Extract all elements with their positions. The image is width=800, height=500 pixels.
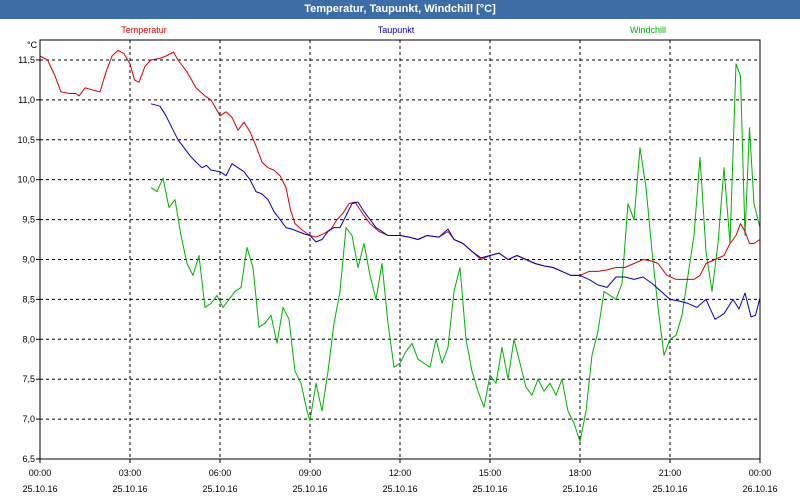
x-tick-date-label: 25.10.16 [652, 484, 687, 494]
x-tick-date-label: 25.10.16 [292, 484, 327, 494]
series-line-taupunkt [150, 103, 761, 320]
legend-entry-taupunkt: Taupunkt [378, 25, 415, 35]
x-tick-date-label: 26.10.16 [742, 484, 777, 494]
y-tick-label: 6,5 [22, 454, 35, 464]
y-tick-label: 11,5 [18, 55, 35, 65]
x-axis: 00:00 25.10.16 03:00 25.10.16 06:00 25.10.16 0… [22, 459, 778, 494]
x-tick-time-label: 15:00 [479, 468, 502, 478]
series-lines [39, 49, 761, 442]
y-tick-label: 9,0 [22, 254, 35, 264]
x-tick-time-label: 21:00 [659, 468, 682, 478]
x-tick-time-label: 03:00 [119, 468, 142, 478]
x-tick-time-label: 00:00 [29, 468, 52, 478]
y-tick-label: 7,5 [22, 374, 35, 384]
x-tick-date-label: 25.10.16 [22, 484, 57, 494]
x-tick-date-label: 25.10.16 [562, 484, 597, 494]
y-tick-label: 9,5 [22, 215, 35, 225]
y-tick-label: 7,0 [22, 414, 35, 424]
y-tick-label: 10,0 [17, 175, 35, 185]
y-axis-unit-label: °C [27, 40, 38, 50]
series-line-windchill [150, 63, 761, 442]
y-tick-label: 8,5 [22, 294, 35, 304]
y-tick-label: 8,0 [22, 334, 35, 344]
x-tick-date-label: 25.10.16 [202, 484, 237, 494]
x-tick-time-label: 06:00 [209, 468, 232, 478]
legend-entry-temperatur: Temperatur [121, 25, 167, 35]
x-tick-time-label: 00:00 [749, 468, 772, 478]
legend: Temperatur Taupunkt Windchill [121, 25, 666, 35]
y-tick-label: 10,5 [17, 135, 35, 145]
y-tick-label: 11,0 [18, 95, 35, 105]
x-tick-time-label: 09:00 [299, 468, 322, 478]
window-title: Temperatur, Taupunkt, Windchill [°C] [0, 0, 800, 19]
grid [40, 40, 760, 459]
x-tick-date-label: 25.10.16 [472, 484, 507, 494]
legend-entry-windchill: Windchill [630, 25, 666, 35]
series-line-temperatur [39, 49, 761, 280]
x-tick-date-label: 25.10.16 [382, 484, 417, 494]
x-tick-time-label: 12:00 [389, 468, 412, 478]
x-tick-date-label: 25.10.16 [112, 484, 147, 494]
y-axis: 6,5 7,0 7,5 8,0 8,5 9,0 9,5 10,0 10,5 11,0 11,5 [17, 55, 40, 464]
x-tick-time-label: 18:00 [569, 468, 592, 478]
